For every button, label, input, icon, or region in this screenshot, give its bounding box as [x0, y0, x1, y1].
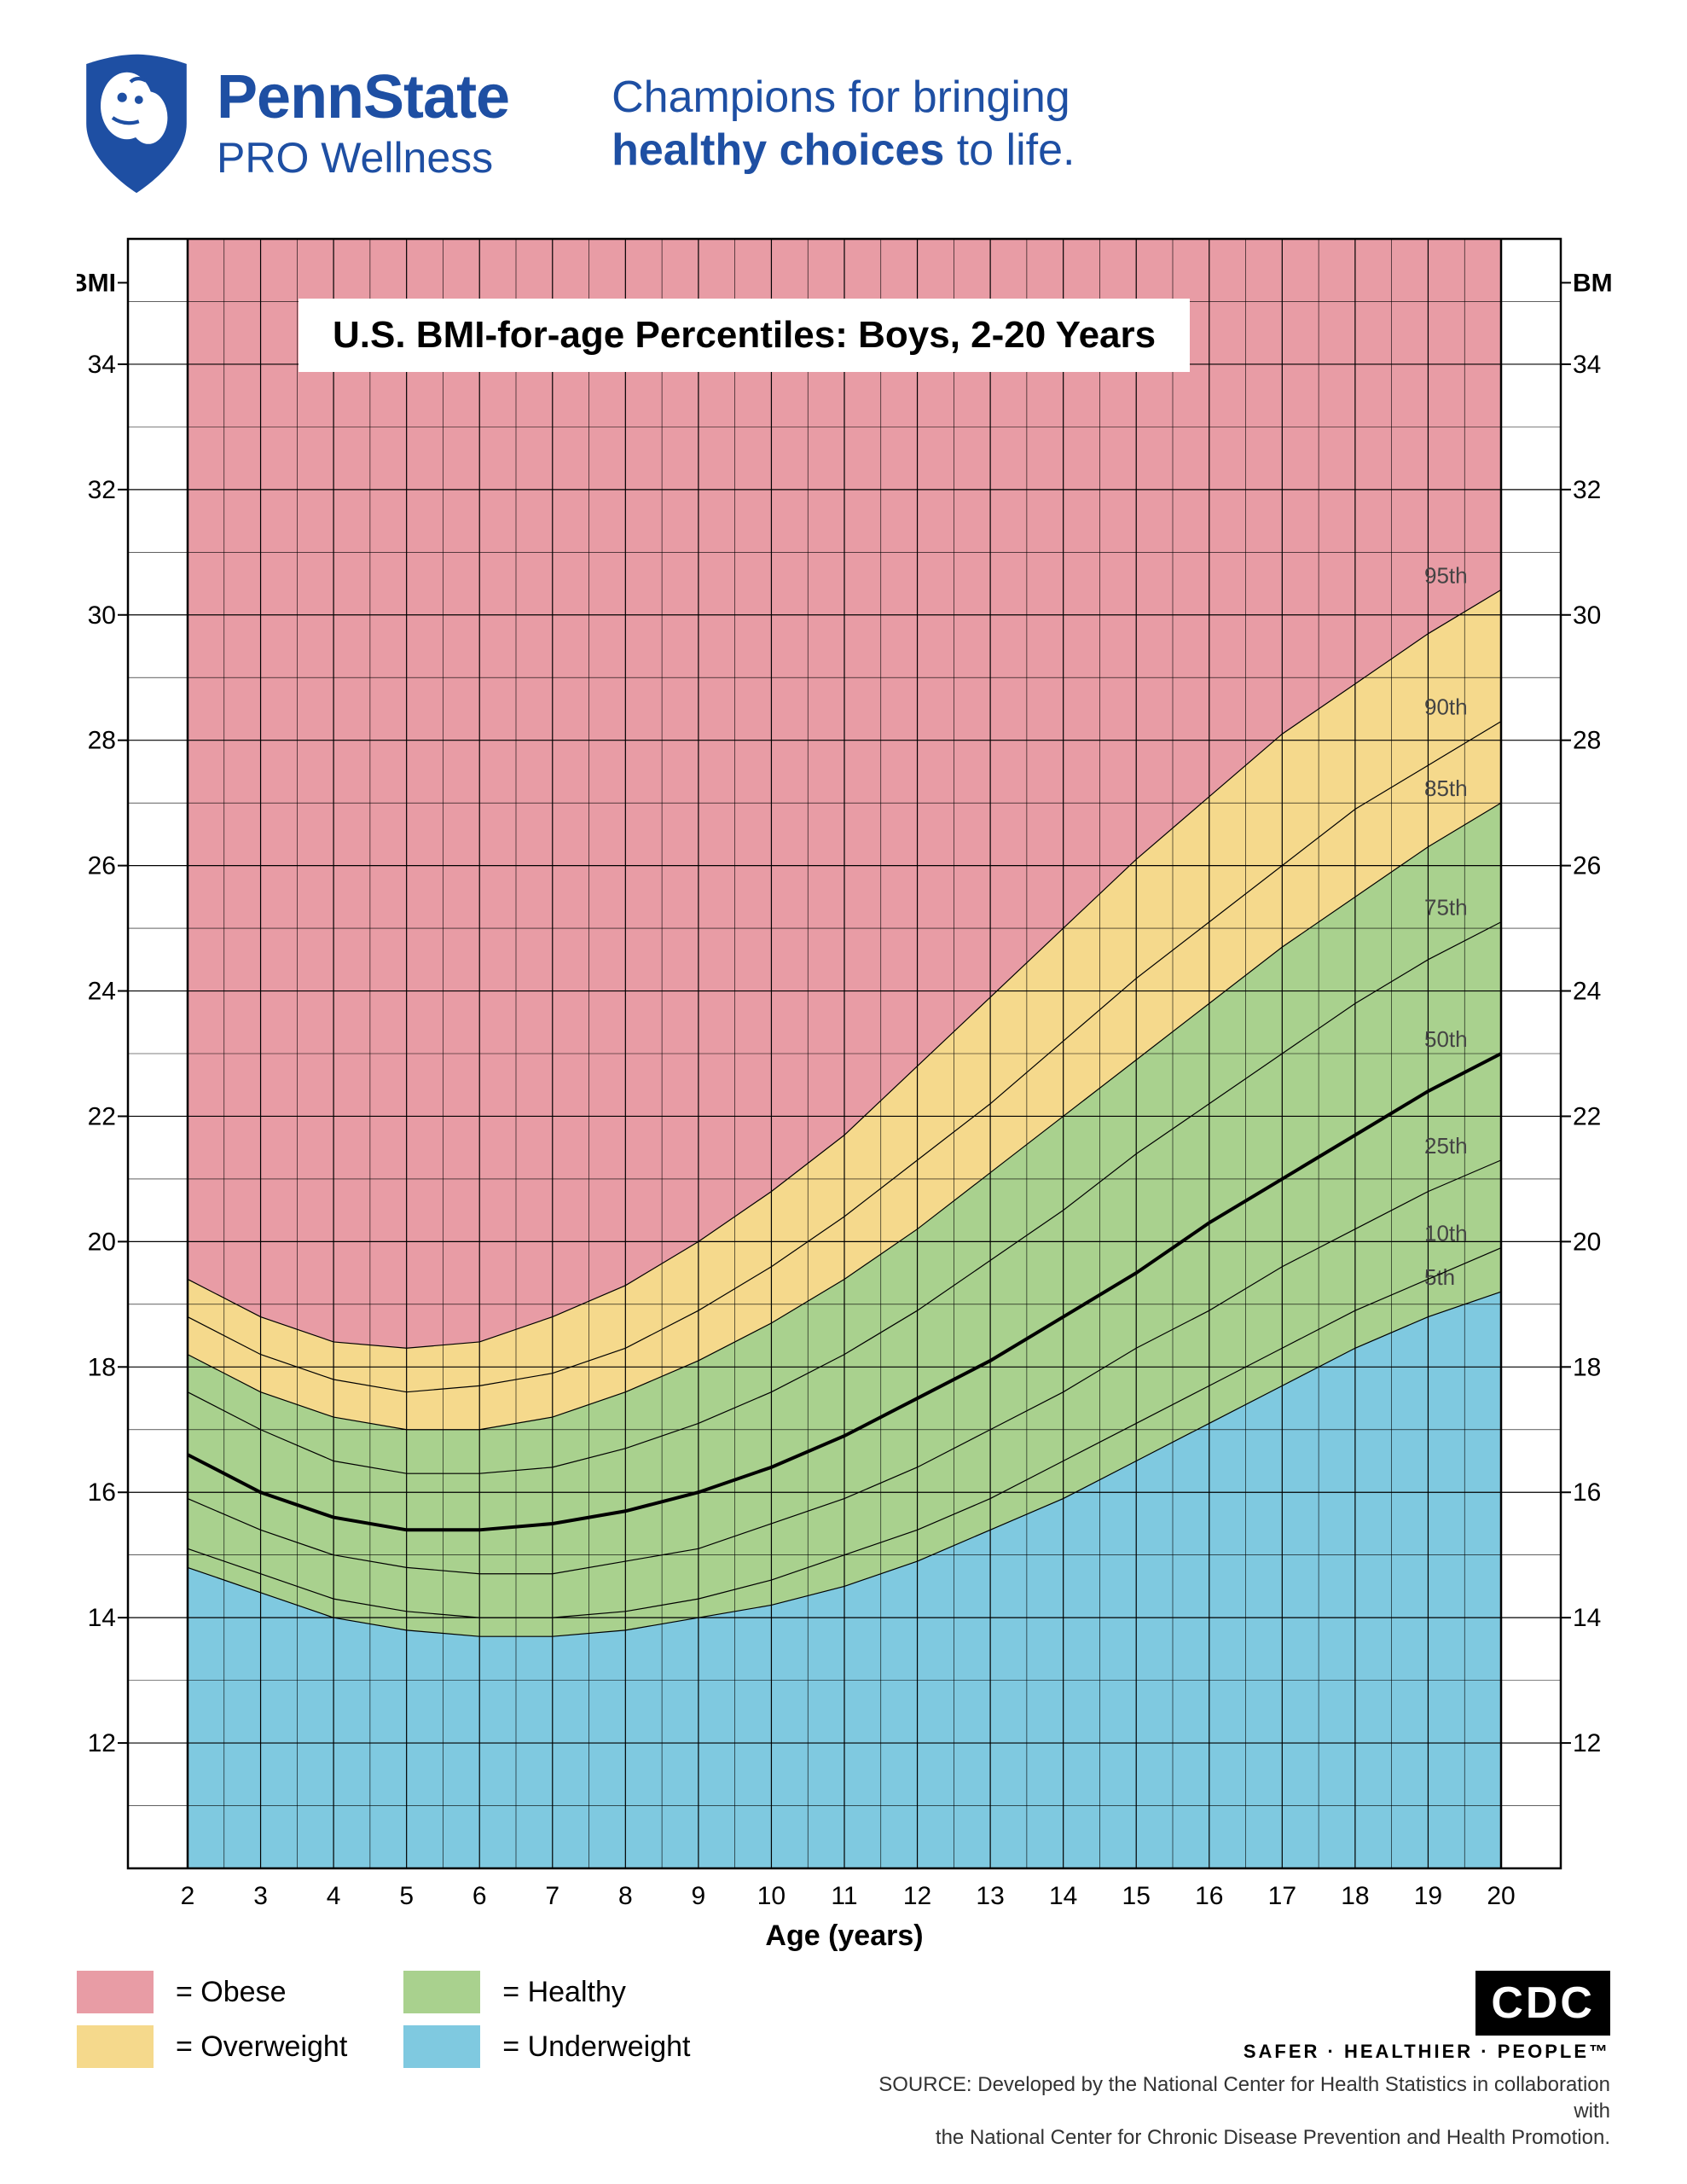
tagline-part1: Champions for bringing: [612, 73, 1070, 122]
x-tick: 6: [472, 1882, 487, 1910]
y-tick-left: 12: [88, 1729, 116, 1757]
y-tick-left: 26: [88, 852, 116, 880]
x-tick: 15: [1122, 1882, 1151, 1910]
y-tick-left: 16: [88, 1478, 116, 1507]
y-tick-right: 30: [1573, 601, 1601, 630]
x-tick: 16: [1195, 1882, 1223, 1910]
chart-svg: 5th10th25th50th75th85th90th95th234567891…: [77, 230, 1612, 1962]
x-tick: 20: [1487, 1882, 1515, 1910]
x-tick: 13: [976, 1882, 1004, 1910]
x-tick: 19: [1414, 1882, 1442, 1910]
pennstate-shield-icon: [77, 51, 196, 196]
x-tick: 2: [181, 1882, 195, 1910]
y-tick-left: 18: [88, 1353, 116, 1381]
x-tick: 12: [903, 1882, 931, 1910]
x-tick: 4: [327, 1882, 341, 1910]
logo-block: PennState PRO Wellness: [77, 51, 509, 196]
percentile-label: 85th: [1424, 775, 1468, 801]
legend-label-obese: = Obese: [176, 1976, 381, 2009]
percentile-label: 10th: [1424, 1221, 1468, 1246]
percentile-label: 90th: [1424, 694, 1468, 720]
percentile-label: 50th: [1424, 1026, 1468, 1052]
legend-label-underweight: = Underweight: [502, 2030, 724, 2064]
y-tick-left: 30: [88, 601, 116, 630]
source-line1: SOURCE: Developed by the National Center…: [878, 2073, 1610, 2123]
bmi-label-left: BMI: [77, 269, 116, 297]
source-line2: the National Center for Chronic Disease …: [936, 2126, 1610, 2149]
y-tick-right: 18: [1573, 1353, 1601, 1381]
y-tick-right: 12: [1573, 1729, 1601, 1757]
y-tick-left: 34: [88, 351, 116, 379]
x-tick: 17: [1268, 1882, 1296, 1910]
legend-label-healthy: = Healthy: [502, 1976, 724, 2009]
logo-line2: PRO Wellness: [217, 135, 509, 182]
cdc-tagline: SAFER · HEALTHIER · PEOPLE™: [843, 2041, 1610, 2063]
legend-swatch-healthy: [403, 1971, 480, 2013]
legend-label-overweight: = Overweight: [176, 2030, 381, 2064]
y-tick-right: 16: [1573, 1478, 1601, 1507]
y-tick-left: 14: [88, 1604, 116, 1632]
x-tick: 14: [1049, 1882, 1077, 1910]
y-tick-left: 24: [88, 978, 116, 1006]
y-tick-left: 22: [88, 1102, 116, 1130]
x-axis-label: Age (years): [765, 1920, 923, 1952]
y-tick-left: 32: [88, 476, 116, 504]
y-tick-right: 24: [1573, 978, 1601, 1006]
x-tick: 3: [253, 1882, 268, 1910]
x-tick: 8: [618, 1882, 633, 1910]
logo-line1: PennState: [217, 67, 509, 128]
tagline-part2: to life.: [944, 125, 1075, 175]
percentile-label: 25th: [1424, 1133, 1468, 1159]
x-tick: 10: [757, 1882, 786, 1910]
tagline-bold: healthy choices: [612, 125, 944, 175]
percentile-label: 75th: [1424, 895, 1468, 921]
source-text: SOURCE: Developed by the National Center…: [843, 2071, 1610, 2152]
page: PennState PRO Wellness Champions for bri…: [0, 0, 1687, 2184]
x-tick: 9: [692, 1882, 706, 1910]
logo-text: PennState PRO Wellness: [217, 67, 509, 182]
tagline: Champions for bringing healthy choices t…: [612, 71, 1075, 177]
y-tick-right: 28: [1573, 727, 1601, 755]
y-tick-right: 20: [1573, 1228, 1601, 1256]
source-block: CDC SAFER · HEALTHIER · PEOPLE™ SOURCE: …: [843, 1971, 1610, 2152]
legend-swatch-overweight: [77, 2025, 154, 2068]
percentile-label: 5th: [1424, 1264, 1455, 1290]
x-tick: 7: [545, 1882, 559, 1910]
y-tick-left: 28: [88, 727, 116, 755]
y-tick-right: 32: [1573, 476, 1601, 504]
legend-swatch-underweight: [403, 2025, 480, 2068]
percentile-label: 95th: [1424, 562, 1468, 588]
y-tick-right: 34: [1573, 351, 1601, 379]
x-tick: 11: [831, 1882, 857, 1910]
y-tick-right: 22: [1573, 1102, 1601, 1130]
cdc-logo: CDC: [1475, 1971, 1610, 2036]
legend-swatch-obese: [77, 1971, 154, 2013]
chart: U.S. BMI-for-age Percentiles: Boys, 2-20…: [77, 230, 1612, 1962]
chart-title: U.S. BMI-for-age Percentiles: Boys, 2-20…: [299, 299, 1190, 372]
y-tick-right: 26: [1573, 852, 1601, 880]
x-tick: 18: [1341, 1882, 1369, 1910]
bmi-label-right: BMI: [1573, 269, 1612, 297]
legend: = Obese = Healthy = Overweight = Underweigh…: [77, 1971, 724, 2068]
y-tick-left: 20: [88, 1228, 116, 1256]
header: PennState PRO Wellness Champions for bri…: [77, 51, 1610, 196]
footer: = Obese = Healthy = Overweight = Underweigh…: [77, 1971, 1610, 2152]
x-tick: 5: [399, 1882, 414, 1910]
y-tick-right: 14: [1573, 1604, 1601, 1632]
